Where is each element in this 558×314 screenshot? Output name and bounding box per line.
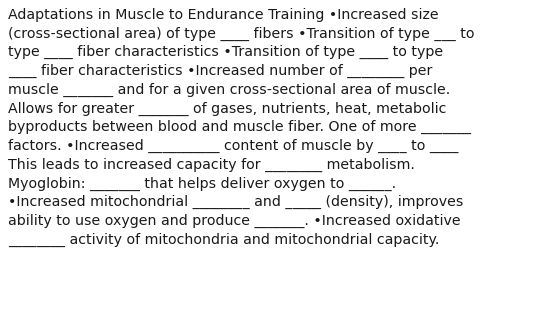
Text: Adaptations in Muscle to Endurance Training •Increased size
(cross-sectional are: Adaptations in Muscle to Endurance Train… (8, 8, 475, 247)
